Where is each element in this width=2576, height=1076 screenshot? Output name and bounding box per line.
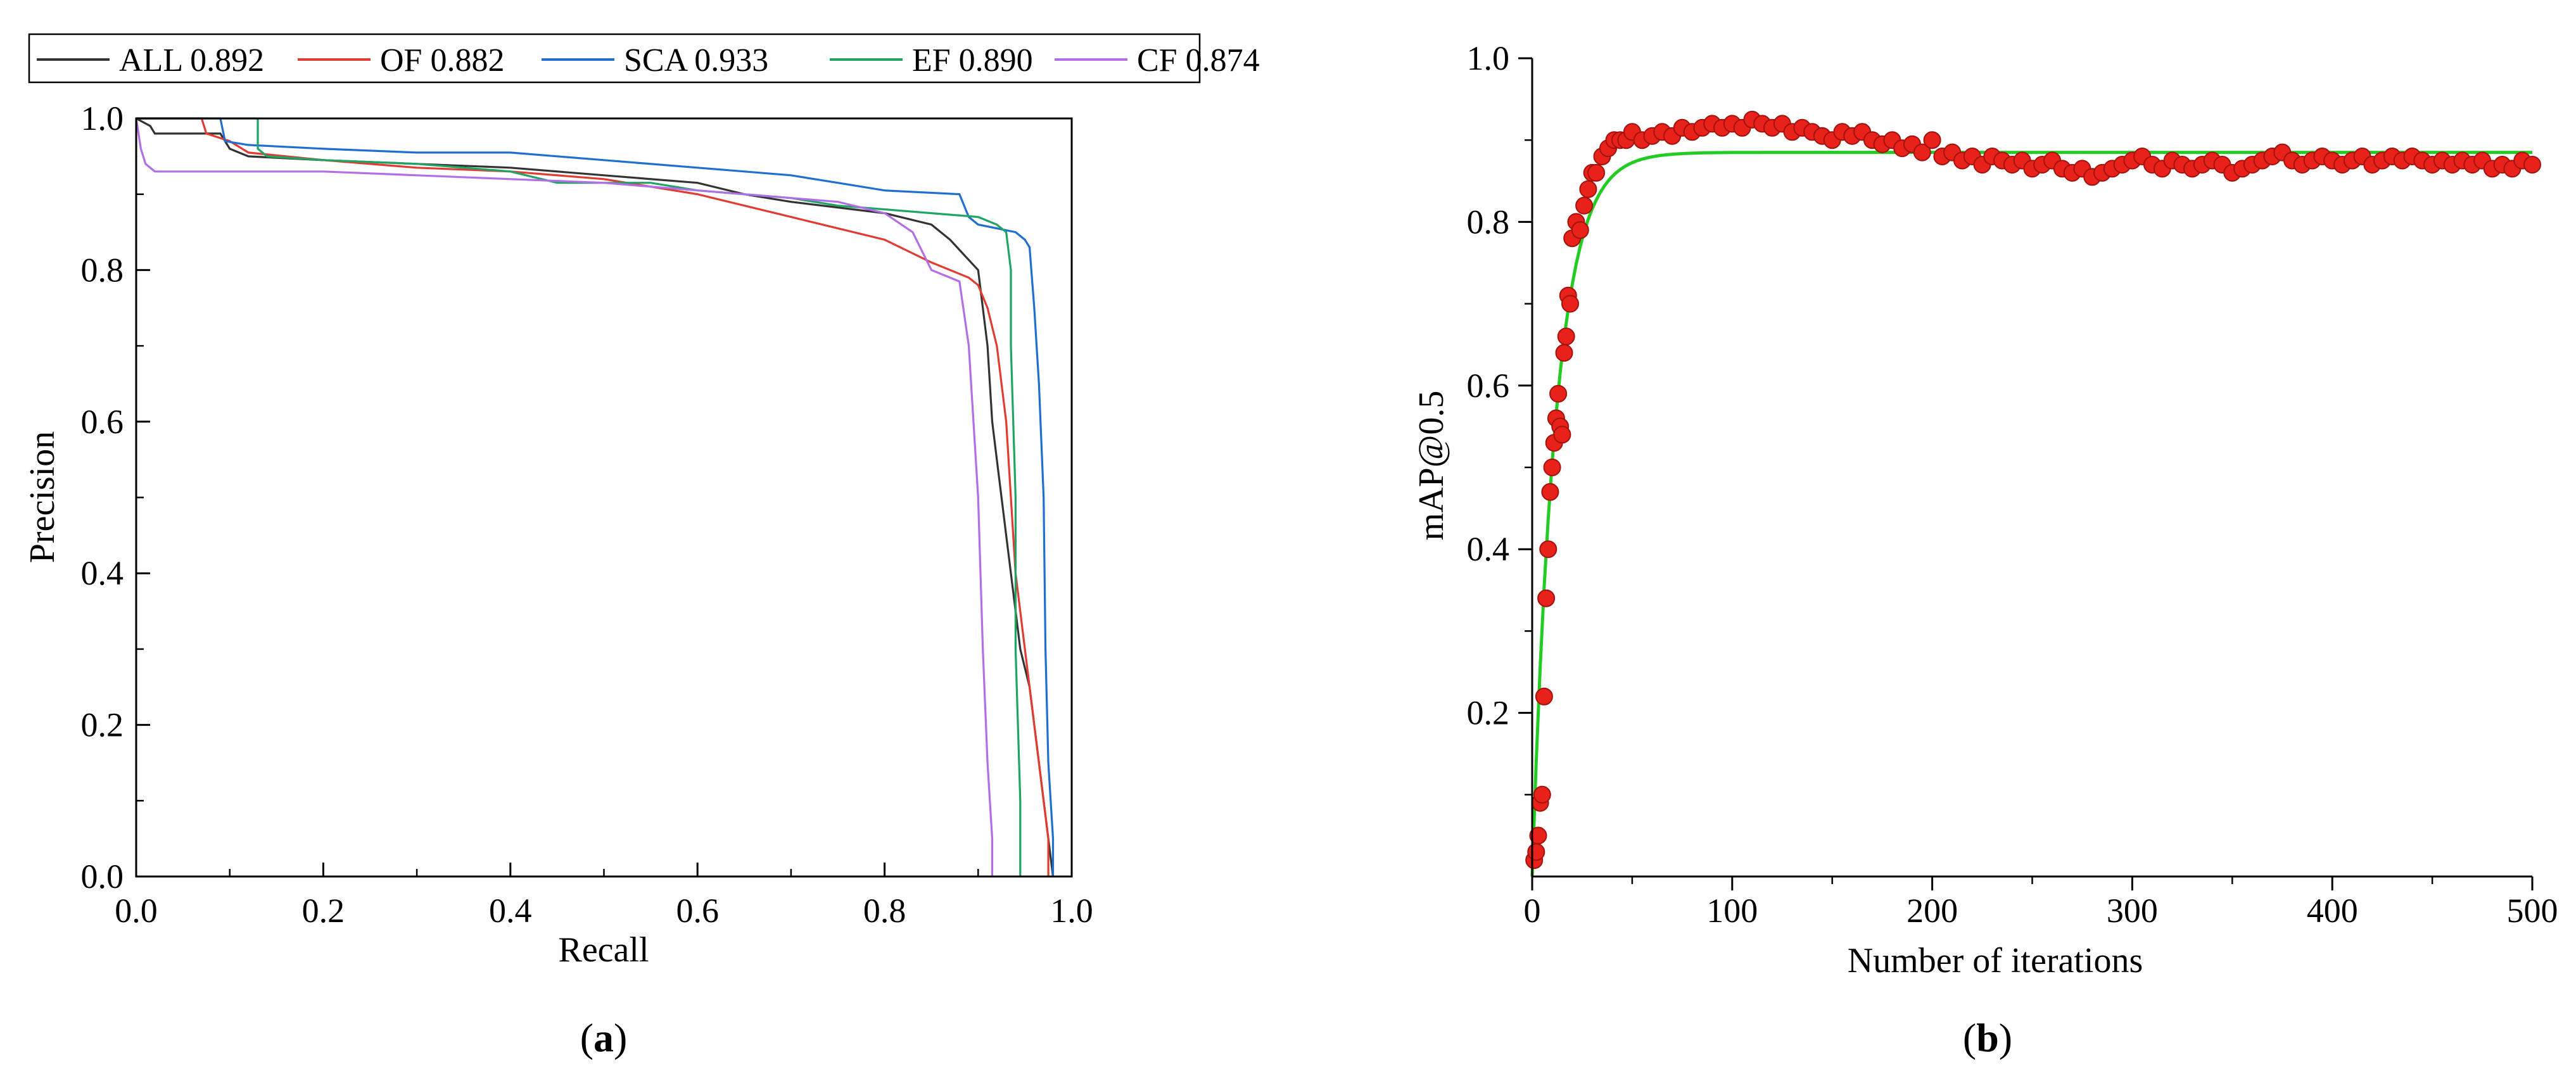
- pr-curve-cf: [135, 118, 994, 877]
- legend-label-all: ALL 0.892: [119, 42, 264, 79]
- y-tick-label-a: 0.4: [81, 554, 124, 592]
- map-point: [1553, 426, 1571, 444]
- map-point: [1541, 483, 1559, 501]
- x-tick-label-b: 0: [1524, 892, 1541, 930]
- pr-curve-ef: [136, 117, 1022, 877]
- y-tick-label-b: 0.2: [1467, 694, 1510, 732]
- panel-label-a: (a): [580, 1015, 628, 1060]
- map-point: [1543, 459, 1561, 476]
- y-axis-label-b: mAP@0.5: [1412, 391, 1451, 541]
- x-tick-label-b: 500: [2507, 892, 2558, 930]
- x-tick-label-a: 0.0: [115, 892, 158, 930]
- map-point: [1913, 143, 1931, 161]
- map-point: [1575, 196, 1594, 215]
- x-axis-label-a: Recall: [558, 930, 649, 970]
- axes-b: [1531, 58, 2532, 878]
- x-tick-label-b: 400: [2307, 892, 2358, 930]
- y-tick-label-b: 0.8: [1467, 203, 1510, 241]
- fit-curve: [1530, 151, 2532, 877]
- y-tick-label-b: 1.0: [1467, 39, 1510, 77]
- pr-curve-sca: [136, 117, 1055, 877]
- legend-label-of: OF 0.882: [380, 42, 504, 79]
- pr-curve-of: [136, 117, 1050, 877]
- map-point: [1587, 163, 1606, 182]
- x-tick-label-b: 100: [1706, 892, 1758, 930]
- map-point: [2523, 156, 2541, 174]
- map-point: [1533, 785, 1551, 804]
- panel-letter-a: a: [593, 1015, 614, 1060]
- plot-a-frame: [135, 117, 1073, 878]
- map-point: [1539, 540, 1558, 559]
- legend-label-sca: SCA 0.933: [624, 42, 768, 79]
- y-tick-label-b: 0.4: [1467, 530, 1510, 568]
- x-tick-label-a: 0.6: [676, 892, 719, 930]
- x-tick-label-a: 0.4: [489, 892, 532, 930]
- x-tick-label-b: 300: [2107, 892, 2158, 930]
- map-point: [1579, 180, 1597, 198]
- map-point: [1535, 687, 1553, 706]
- x-tick-label-a: 0.2: [302, 892, 345, 930]
- legend-items: ALL 0.892 OF 0.882 SCA 0.933 EF 0.890 CF 0.8…: [37, 42, 1260, 79]
- map-point: [1557, 327, 1575, 346]
- panel-label-b: (b): [1963, 1015, 2012, 1060]
- x-tick-label-a: 0.8: [863, 892, 906, 930]
- map-point: [1537, 589, 1556, 607]
- axis-ticks-a: 0.0 0.2 0.4 0.6 0.8 1.0 0.0 0.2 0.4 0.6 0.8 1.0: [81, 99, 1093, 930]
- y-tick-label-a: 1.0: [81, 99, 124, 137]
- legend-label-ef: EF 0.890: [912, 42, 1033, 79]
- panel-b: 0 100 200 300 400 500 0.2 0.4 0.6 0.8 1.0 Number o…: [1412, 39, 2558, 1060]
- y-axis-label-a: Precision: [23, 431, 62, 563]
- y-tick-label-a: 0.6: [81, 403, 124, 441]
- map-point: [1527, 843, 1545, 861]
- legend-label-cf: CF 0.874: [1137, 42, 1260, 79]
- map-point: [1571, 221, 1589, 239]
- map-point: [1555, 344, 1573, 362]
- x-axis-label-b: Number of iterations: [1848, 941, 2143, 980]
- panel-letter-b: b: [1976, 1015, 1999, 1060]
- y-tick-label-a: 0.8: [81, 251, 124, 289]
- map-point: [1923, 131, 1941, 149]
- axis-ticks-b: 0 100 200 300 400 500 0.2 0.4 0.6 0.8 1.0: [1467, 39, 2558, 930]
- y-tick-label-a: 0.0: [81, 858, 124, 896]
- y-tick-label-b: 0.6: [1467, 367, 1510, 405]
- pr-series: [135, 117, 1055, 877]
- legend: ALL 0.892 OF 0.882 SCA 0.933 EF 0.890 CF 0.8…: [28, 33, 1260, 84]
- y-tick-label-a: 0.2: [81, 706, 124, 744]
- map-points: [1525, 110, 2541, 870]
- panel-a: ALL 0.892 OF 0.882 SCA 0.933 EF 0.890 CF 0.8…: [23, 33, 1260, 1060]
- x-tick-label-b: 200: [1907, 892, 1958, 930]
- x-tick-label-a: 1.0: [1050, 892, 1093, 930]
- map-point: [1529, 826, 1547, 845]
- map-point: [1561, 294, 1579, 313]
- map-point: [1549, 384, 1568, 403]
- pr-curve-all: [136, 117, 1055, 877]
